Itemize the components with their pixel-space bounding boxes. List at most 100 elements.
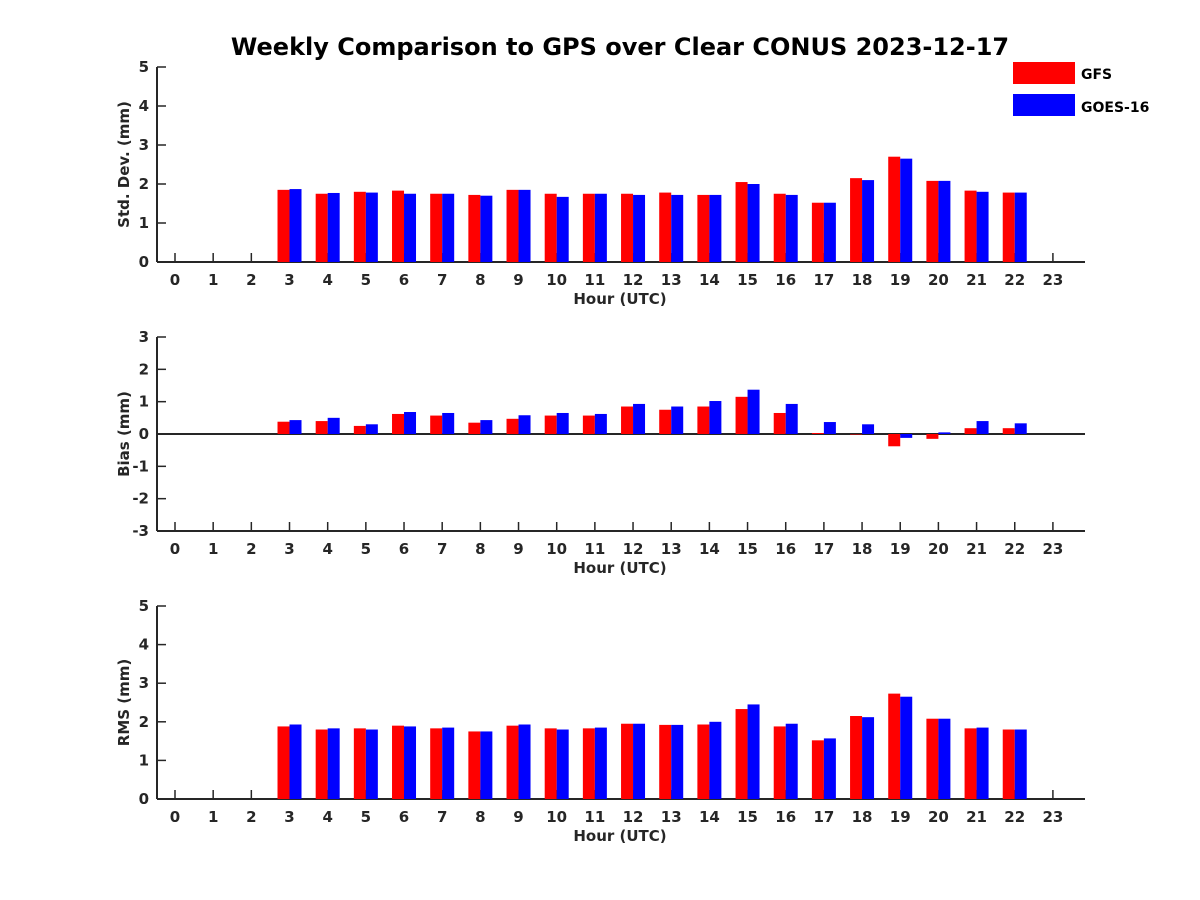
x-tick-label: 0	[170, 808, 180, 826]
bar-gfs	[392, 413, 405, 434]
bar-goes16	[594, 193, 607, 262]
bar-gfs	[544, 728, 557, 799]
x-tick-label: 10	[546, 271, 567, 289]
y-tick-label: 1	[139, 393, 149, 411]
bar-goes16	[327, 728, 340, 799]
y-axis-label: Bias (mm)	[115, 391, 133, 477]
bar-goes16	[556, 729, 569, 799]
x-tick-label: 22	[1004, 540, 1025, 558]
x-tick-label: 21	[966, 540, 987, 558]
bar-gfs	[392, 725, 405, 799]
bar-gfs	[773, 193, 786, 262]
bar-gfs	[392, 190, 405, 262]
x-tick-label: 0	[170, 540, 180, 558]
bar-goes16	[442, 193, 455, 262]
x-tick-label: 9	[513, 808, 523, 826]
bar-goes16	[327, 417, 340, 434]
bar-gfs	[697, 194, 710, 262]
x-tick-label: 0	[170, 271, 180, 289]
x-tick-label: 14	[699, 271, 720, 289]
bar-gfs	[353, 191, 366, 262]
bar-goes16	[1014, 423, 1027, 434]
bar-goes16	[327, 192, 340, 262]
bar-goes16	[671, 194, 684, 262]
bar-goes16	[709, 721, 722, 799]
x-tick-label: 11	[584, 808, 605, 826]
bar-goes16	[785, 194, 798, 262]
y-tick-label: 0	[139, 425, 149, 443]
x-tick-label: 8	[475, 540, 485, 558]
bar-goes16	[633, 194, 646, 262]
x-tick-label: 18	[852, 540, 873, 558]
y-axis-label: Std. Dev. (mm)	[115, 101, 133, 228]
bar-gfs	[811, 433, 824, 434]
bar-gfs	[315, 193, 328, 262]
bar-gfs	[430, 415, 443, 434]
bar-gfs	[277, 189, 290, 262]
bar-goes16	[747, 704, 760, 799]
x-tick-label: 7	[437, 271, 447, 289]
x-tick-label: 6	[399, 271, 409, 289]
x-tick-label: 20	[928, 540, 949, 558]
bar-gfs	[621, 193, 634, 262]
x-tick-label: 12	[623, 808, 644, 826]
bar-goes16	[1014, 192, 1027, 262]
bar-goes16	[518, 724, 531, 799]
x-tick-label: 1	[208, 271, 218, 289]
bar-goes16	[594, 727, 607, 799]
y-tick-label: 5	[139, 58, 149, 76]
bar-gfs	[659, 192, 672, 262]
bar-gfs	[773, 726, 786, 799]
x-tick-label: 14	[699, 808, 720, 826]
bar-goes16	[900, 158, 913, 262]
x-tick-label: 15	[737, 808, 758, 826]
bar-goes16	[480, 420, 493, 434]
bar-gfs	[888, 434, 901, 447]
bar-goes16	[823, 202, 836, 262]
bar-goes16	[862, 180, 875, 262]
x-tick-label: 16	[775, 540, 796, 558]
bar-goes16	[671, 724, 684, 799]
x-tick-label: 13	[661, 271, 682, 289]
y-tick-label: 4	[139, 636, 149, 654]
bar-goes16	[785, 403, 798, 434]
x-tick-label: 1	[208, 808, 218, 826]
bar-gfs	[964, 190, 977, 262]
bar-goes16	[289, 189, 302, 262]
x-tick-label: 21	[966, 271, 987, 289]
x-tick-label: 17	[813, 271, 834, 289]
bar-gfs	[544, 415, 557, 434]
y-tick-label: 3	[139, 136, 149, 154]
bar-goes16	[556, 196, 569, 262]
bar-gfs	[964, 728, 977, 799]
bar-goes16	[594, 413, 607, 434]
bar-goes16	[404, 726, 417, 799]
bar-gfs	[659, 724, 672, 799]
bar-goes16	[442, 727, 455, 799]
bar-gfs	[811, 202, 824, 262]
x-tick-label: 4	[322, 540, 332, 558]
x-tick-label: 23	[1042, 540, 1063, 558]
x-tick-label: 23	[1042, 271, 1063, 289]
legend-swatch-gfs	[1013, 62, 1075, 84]
x-tick-label: 2	[246, 540, 256, 558]
bar-gfs	[468, 731, 481, 799]
bar-gfs	[468, 194, 481, 262]
bar-goes16	[480, 731, 493, 799]
bar-gfs	[277, 726, 290, 799]
x-tick-label: 5	[361, 271, 371, 289]
x-tick-label: 3	[284, 271, 294, 289]
x-tick-label: 20	[928, 808, 949, 826]
bar-goes16	[404, 412, 417, 434]
x-tick-label: 12	[623, 540, 644, 558]
y-tick-label: -2	[132, 490, 149, 508]
chart-title: Weekly Comparison to GPS over Clear CONU…	[231, 33, 1009, 61]
bar-gfs	[735, 182, 748, 262]
bar-gfs	[506, 189, 519, 262]
bar-goes16	[938, 180, 951, 262]
bar-gfs	[468, 422, 481, 434]
y-tick-label: 0	[139, 253, 149, 271]
